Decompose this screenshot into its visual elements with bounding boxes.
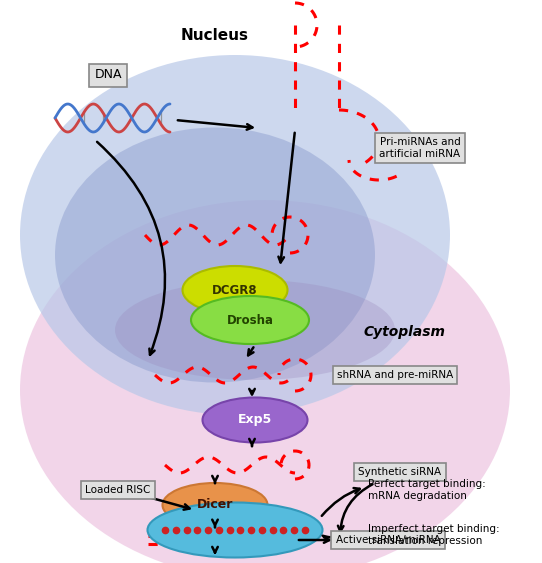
Text: Imperfect target binding:
translation repression: Imperfect target binding: translation re… — [368, 524, 500, 546]
Ellipse shape — [115, 280, 395, 380]
Text: shRNA and pre-miRNA: shRNA and pre-miRNA — [337, 370, 453, 380]
Text: Synthetic siRNA: Synthetic siRNA — [358, 467, 442, 477]
Ellipse shape — [147, 503, 322, 557]
Text: Exp5: Exp5 — [238, 413, 272, 427]
Ellipse shape — [203, 397, 307, 443]
Ellipse shape — [183, 266, 287, 314]
Text: Drosha: Drosha — [227, 314, 274, 327]
Ellipse shape — [191, 296, 309, 344]
Text: Pri-miRNAs and
artificial miRNA: Pri-miRNAs and artificial miRNA — [379, 137, 461, 159]
Text: Perfect target binding:
mRNA degradation: Perfect target binding: mRNA degradation — [368, 479, 486, 501]
Text: DCGR8: DCGR8 — [212, 284, 258, 297]
Ellipse shape — [20, 200, 510, 563]
Text: Cytoplasm: Cytoplasm — [364, 325, 446, 339]
Text: Active siRNA/miRNA: Active siRNA/miRNA — [335, 535, 440, 545]
Text: Loaded RISC: Loaded RISC — [85, 485, 151, 495]
Text: Nucleus: Nucleus — [181, 28, 249, 43]
Text: Dicer: Dicer — [197, 498, 233, 512]
Ellipse shape — [55, 127, 375, 382]
Text: DNA: DNA — [94, 69, 122, 82]
Ellipse shape — [20, 55, 450, 415]
Ellipse shape — [163, 483, 268, 527]
